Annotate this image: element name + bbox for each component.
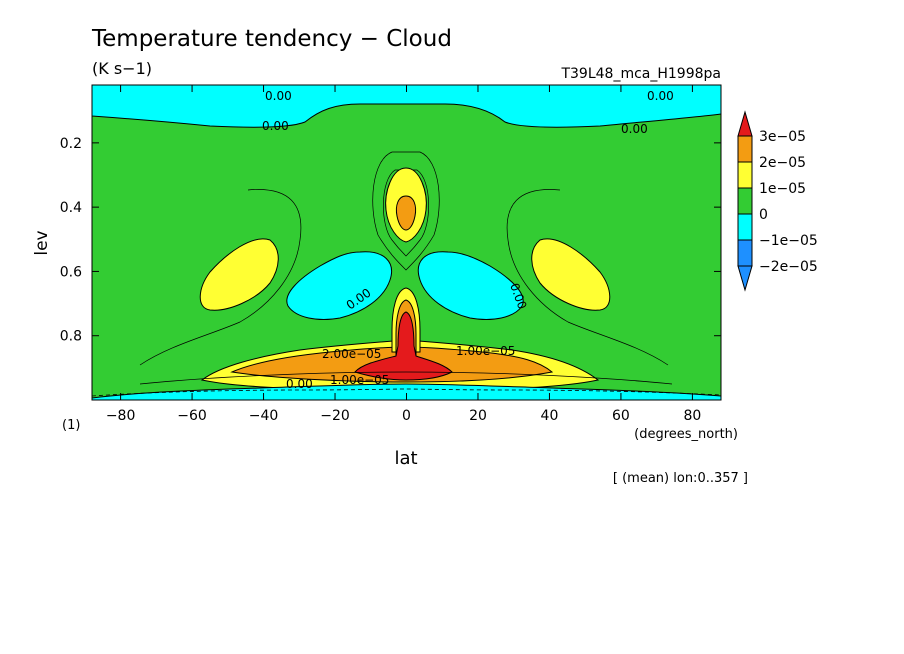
outline-contour-left [139, 189, 302, 366]
colorbar-swatch [737, 187, 753, 215]
upper-negative-region [92, 85, 721, 128]
x-tick-label: 0 [402, 408, 411, 424]
colorbar: 3e−05 2e−05 1e−05 0 −1e−05 −2e−05 [737, 110, 818, 292]
colorbar-swatch [737, 213, 753, 241]
colorbar-swatch [737, 239, 753, 267]
colorbar-swatch [737, 135, 753, 163]
x-tick-label: 20 [469, 408, 487, 424]
colorbar-label: 3e−05 [759, 129, 806, 145]
equatorial-maximum [354, 311, 453, 381]
y-tick-label: 0.4 [60, 200, 82, 216]
outline-contour-center [372, 151, 440, 271]
x-axis-label: lat [394, 448, 417, 469]
colorbar-swatch [737, 161, 753, 189]
right-negative-lobe [417, 251, 524, 320]
experiment-label: T39L48_mca_H1998pa [560, 66, 721, 82]
upper-center-positive-core [395, 195, 417, 231]
contour-label: 0.00 [265, 89, 292, 103]
left-positive-lobe [199, 238, 279, 311]
chart-units: (K s−1) [92, 59, 152, 78]
contour-field [92, 85, 721, 400]
contour-label: 0.00 [286, 377, 313, 391]
x-tick-label: −40 [249, 408, 279, 424]
x-tick-label: 80 [683, 408, 701, 424]
colorbar-swatch [737, 265, 753, 292]
footnote: [ (mean) lon:0..357 ] [613, 471, 748, 486]
colorbar-label: −2e−05 [759, 259, 818, 275]
surface-negative-region [92, 383, 721, 400]
contour-label: 0.00 [621, 122, 648, 136]
contour-label: 0.00 [262, 119, 289, 133]
y-tick-label: 0.8 [60, 329, 82, 345]
colorbar-label: −1e−05 [759, 233, 818, 249]
colorbar-label: 2e−05 [759, 155, 806, 171]
x-tick-label: 40 [541, 408, 559, 424]
contour-label: 0.00 [647, 89, 674, 103]
surface-dashed-contour [92, 388, 721, 397]
surface-contour-line [139, 371, 673, 385]
right-positive-lobe [531, 238, 611, 311]
y-axis-label: lev [32, 230, 52, 255]
contour-labels: 0.00 0.00 0.00 0.00 0.00 0.00 2.00e−05 1… [262, 89, 674, 391]
y-axis-units: (1) [62, 418, 80, 433]
y-tick-label: 0.2 [60, 136, 82, 152]
x-axis: −80 −60 −40 −20 0 20 40 60 80 [106, 85, 701, 424]
colorbar-label: 1e−05 [759, 181, 806, 197]
x-tick-label: −80 [106, 408, 136, 424]
colorbar-swatch [737, 110, 753, 137]
contour-label: 2.00e−05 [322, 347, 381, 361]
colorbar-label: 0 [759, 207, 768, 223]
x-tick-label: −20 [320, 408, 350, 424]
left-negative-lobe [286, 251, 392, 320]
outline-contour-inner-center [383, 169, 429, 257]
contour-label: 1.00e−05 [330, 373, 389, 387]
x-axis-units: (degrees_north) [634, 427, 738, 442]
contour-label: 1.00e−05 [456, 344, 515, 358]
chart-title: Temperature tendency − Cloud [91, 26, 452, 52]
x-tick-label: 60 [612, 408, 630, 424]
y-tick-label: 0.6 [60, 264, 82, 280]
outline-contour-right [506, 189, 669, 366]
y-axis: 0.2 0.4 0.6 0.8 [60, 136, 721, 345]
x-tick-label: −60 [177, 408, 207, 424]
